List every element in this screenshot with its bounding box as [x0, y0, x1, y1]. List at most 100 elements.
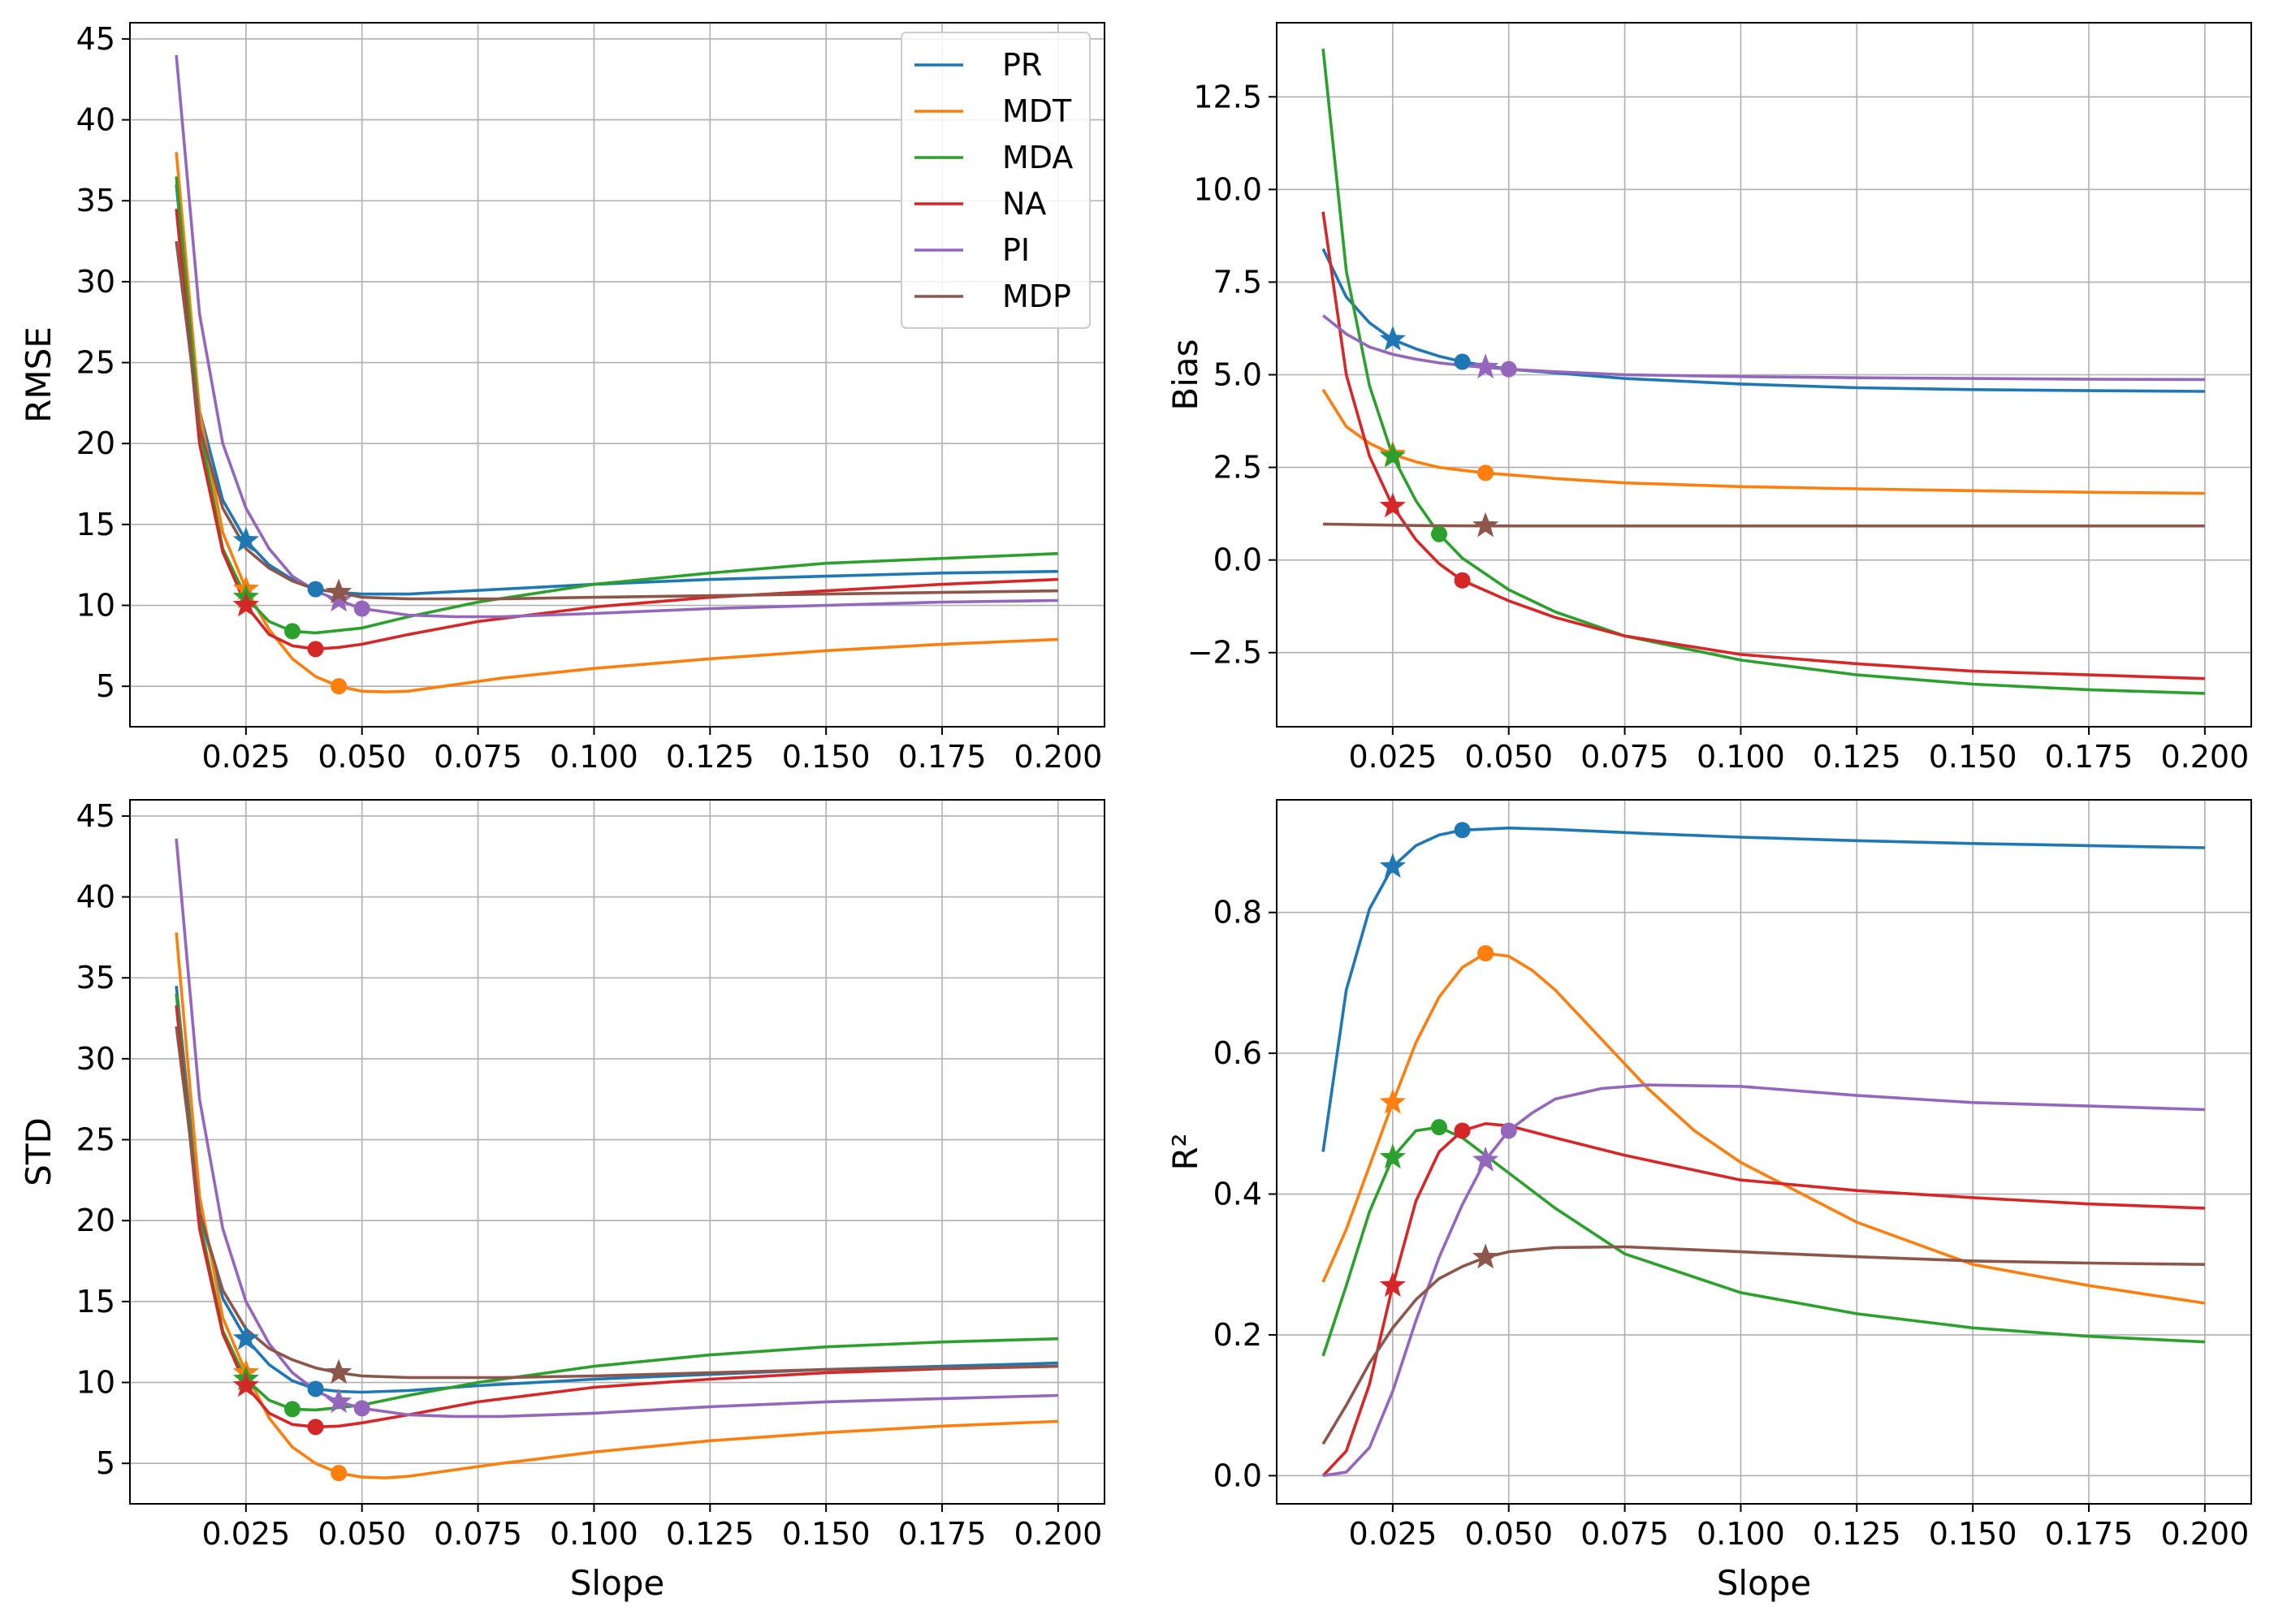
optimum-dot-pr: [307, 581, 324, 598]
selected-star-na: [1379, 1272, 1406, 1297]
optimum-dot-mda: [284, 1401, 300, 1418]
selected-star-pr: [232, 1324, 259, 1350]
y-tick-label: 35: [76, 960, 115, 996]
y-tick-label: 35: [76, 183, 115, 218]
series-line-mdt: [175, 932, 1058, 1479]
series-line-mdt: [175, 152, 1058, 693]
optimum-dot-pr: [1454, 822, 1471, 839]
series-line-mdp: [1321, 1245, 2205, 1445]
optimum-dot-pr: [1454, 353, 1471, 370]
y-axis-label: Bias: [1165, 339, 1205, 410]
legend-label-mda: MDA: [1002, 140, 1073, 175]
x-tick-label: 0.175: [898, 1516, 987, 1552]
x-tick-label: 0.125: [1813, 1516, 1901, 1552]
series-line-na: [175, 1004, 1058, 1429]
y-tick-label: 0.0: [1213, 542, 1262, 578]
x-tick-label: 0.100: [550, 1516, 638, 1552]
axes-frame: [129, 799, 1105, 1505]
y-tick-label: 0.0: [1213, 1458, 1262, 1493]
optimum-dot-na: [307, 1419, 324, 1436]
selected-star-pr: [1379, 326, 1406, 351]
selected-star-pi: [326, 1388, 352, 1414]
selected-star-pi: [326, 586, 352, 612]
selected-star-pi: [1472, 1146, 1499, 1172]
selected-star-na: [1379, 492, 1406, 518]
optimum-dot-pi: [1500, 1122, 1517, 1139]
y-tick-label: 2.5: [1213, 450, 1262, 486]
x-tick-label: 0.025: [1348, 1516, 1437, 1552]
x-tick-label: 0.175: [2045, 739, 2133, 775]
subplot-2: 0.025 0.050 0.075 0.100 0.125 0.150 0.175 0.200…: [1165, 22, 2252, 775]
selected-star-mdp: [326, 1358, 352, 1384]
y-tick-label: 12.5: [1193, 79, 1262, 114]
y-tick-label: 40: [76, 879, 115, 915]
axes-frame: [129, 22, 1105, 728]
x-tick-label: 0.050: [318, 739, 406, 775]
series-line-na: [1321, 211, 2205, 680]
x-tick-label: 0.150: [782, 1516, 871, 1552]
x-tick-label: 0.125: [666, 1516, 754, 1552]
series-line-mda: [175, 994, 1058, 1412]
legend-label-mdp: MDP: [1002, 279, 1071, 314]
series-line-pi: [1321, 314, 2205, 382]
selected-star-pi: [1472, 353, 1499, 379]
optimum-dot-pi: [353, 1400, 370, 1417]
series-line-pr: [175, 184, 1058, 596]
y-tick-label: 5: [96, 668, 115, 704]
selected-star-mdp: [326, 578, 352, 604]
legend-label-na: NA: [1002, 186, 1046, 222]
optimum-dot-mdt: [331, 678, 348, 695]
x-tick-label: 0.050: [1464, 1516, 1553, 1552]
series-line-na: [1321, 1122, 2205, 1477]
optimum-dot-mdt: [331, 1465, 348, 1482]
optimum-dot-mda: [1431, 1119, 1447, 1136]
y-tick-label: 5: [96, 1445, 115, 1481]
x-tick-label: 0.075: [434, 1516, 522, 1552]
x-tick-label: 0.100: [550, 739, 638, 775]
y-axis-label: RMSE: [19, 326, 58, 423]
series-line-mda: [1321, 1125, 2205, 1357]
optimum-dot-mda: [284, 623, 300, 640]
x-tick-label: 0.175: [2045, 1516, 2133, 1552]
legend: PR MDT MDA NA PI MDP: [901, 32, 1091, 329]
optimum-dot-mda: [1431, 525, 1447, 542]
series-line-mdt: [1321, 388, 2205, 495]
x-axis-label: Slope: [1717, 1563, 1812, 1603]
legend-label-pi: PI: [1002, 232, 1030, 268]
series-line-pr: [175, 986, 1058, 1394]
x-tick-label: 0.200: [2160, 1516, 2249, 1552]
y-tick-label: 20: [76, 1203, 115, 1238]
y-tick-label: 40: [76, 102, 115, 138]
x-tick-label: 0.025: [201, 739, 290, 775]
x-tick-label: 0.100: [1697, 1516, 1785, 1552]
selected-star-pr: [1379, 853, 1406, 879]
x-axis-label: Slope: [570, 1563, 665, 1603]
x-tick-label: 0.025: [201, 1516, 290, 1552]
series-line-mdp: [175, 1026, 1058, 1380]
y-tick-label: 5.0: [1213, 357, 1262, 393]
y-tick-label: 0.8: [1213, 895, 1262, 931]
x-tick-label: 0.125: [666, 739, 754, 775]
series-line-pi: [175, 838, 1058, 1419]
selected-star-mda: [1379, 442, 1406, 468]
y-tick-label: 15: [76, 507, 115, 542]
selected-star-mdt: [1379, 1088, 1406, 1114]
subplot-3: 0.025 0.050 0.075 0.100 0.125 0.150 0.175 0.200…: [19, 798, 1105, 1603]
y-axis-label: STD: [19, 1117, 58, 1186]
legend-label-mdt: MDT: [1002, 93, 1072, 129]
selected-star-mdp: [1472, 512, 1499, 538]
x-tick-label: 0.125: [1813, 739, 1901, 775]
legend-box: [901, 32, 1091, 329]
subplot-4: 0.025 0.050 0.075 0.100 0.125 0.150 0.175 0.200…: [1165, 799, 2252, 1603]
optimum-dot-na: [1454, 572, 1471, 589]
y-tick-label: 0.6: [1213, 1035, 1262, 1071]
optimum-dot-mdt: [1477, 464, 1494, 482]
y-axis-label: R²: [1165, 1133, 1205, 1170]
y-tick-label: −2.5: [1187, 635, 1262, 671]
y-tick-label: 25: [76, 1122, 115, 1158]
series-line-mdp: [175, 240, 1058, 601]
selected-star-pr: [232, 526, 259, 552]
y-tick-label: 7.5: [1213, 264, 1262, 300]
y-tick-label: 15: [76, 1284, 115, 1320]
